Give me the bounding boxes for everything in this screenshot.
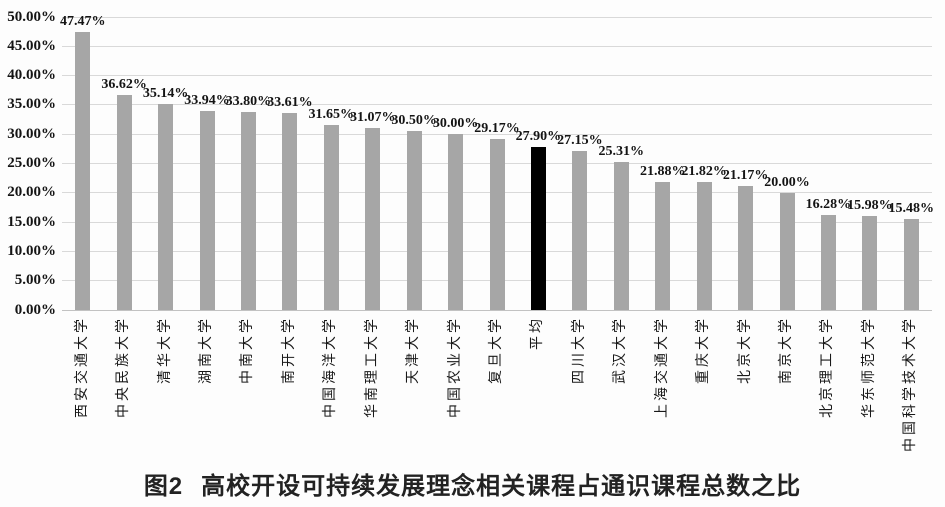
figure-caption: 图2 高校开设可持续发展理念相关课程占通识课程总数之比 — [0, 466, 945, 501]
value-label: 30.00% — [432, 116, 479, 132]
gridline — [62, 104, 932, 106]
bar — [696, 182, 712, 310]
value-label: 33.94% — [184, 93, 230, 109]
y-tick-label: 20.00% — [7, 184, 56, 201]
y-tick-label: 25.00% — [7, 155, 56, 171]
bar-average — [530, 146, 546, 310]
gridline — [62, 75, 932, 77]
bar — [903, 219, 919, 310]
x-category-label: 天津大学 — [406, 316, 422, 384]
value-label: 21.88% — [639, 163, 686, 179]
x-category-label: 华南理工大学 — [364, 316, 380, 418]
x-category-label: 中国农业大学 — [447, 316, 463, 418]
bar — [572, 150, 588, 310]
x-category-label: 清华大学 — [157, 316, 173, 384]
y-tick-label: 40.00% — [7, 67, 56, 84]
y-tick-label: 50.00% — [7, 8, 56, 25]
y-tick-label: 35.00% — [7, 96, 56, 113]
x-category-label: 中南大学 — [240, 316, 256, 384]
y-tick-label: 15.00% — [7, 213, 56, 230]
y-tick-label: 5.00% — [14, 272, 56, 289]
x-category-label: 华东师范大学 — [861, 316, 877, 418]
bar — [365, 127, 381, 310]
x-category-label: 上海交通大学 — [654, 316, 670, 418]
value-label: 15.48% — [888, 201, 935, 217]
value-label: 21.82% — [681, 164, 727, 180]
bar — [820, 214, 836, 310]
bar — [199, 111, 215, 310]
value-label: 36.62% — [101, 77, 147, 93]
value-label: 15.98% — [847, 198, 893, 214]
y-tick-label: 0.00% — [14, 301, 56, 318]
x-category-label: 西安交通大学 — [74, 316, 90, 418]
figure-title: 高校开设可持续发展理念相关课程占通识课程总数之比 — [201, 473, 802, 500]
x-category-label: 湖南大学 — [199, 316, 214, 384]
bar — [862, 216, 878, 310]
x-category-label: 中国海洋大学 — [323, 316, 339, 418]
value-label: 33.80% — [225, 93, 272, 109]
y-tick-label: 45.00% — [7, 37, 56, 54]
x-category-label: 武汉大学 — [613, 316, 629, 384]
bar — [489, 139, 505, 310]
bar — [282, 113, 298, 310]
bar — [406, 131, 422, 310]
x-category-label: 南京大学 — [779, 316, 794, 384]
bar — [158, 104, 174, 310]
value-label: 30.50% — [391, 113, 437, 129]
x-category-label: 平均 — [530, 316, 546, 350]
bar — [779, 192, 795, 310]
bar — [116, 95, 132, 310]
x-category-label: 中央民族大学 — [116, 316, 132, 418]
bar — [655, 181, 671, 310]
bar — [448, 134, 464, 310]
x-category-label: 四川大学 — [571, 316, 587, 384]
value-label: 31.65% — [308, 106, 355, 122]
bar — [75, 31, 91, 310]
gridline — [62, 16, 932, 18]
value-label: 16.28% — [805, 196, 852, 212]
bar — [323, 124, 339, 310]
value-label: 25.31% — [598, 143, 645, 159]
bar — [240, 111, 256, 310]
value-label: 27.15% — [557, 132, 603, 148]
value-label: 27.90% — [515, 128, 562, 144]
x-category-label: 北京大学 — [737, 316, 753, 384]
value-label: 35.14% — [142, 86, 189, 102]
gridline — [62, 45, 932, 47]
value-label: 29.17% — [474, 121, 520, 137]
value-label: 21.17% — [722, 167, 769, 183]
y-tick-label: 10.00% — [7, 242, 56, 259]
x-category-label: 南开大学 — [281, 316, 297, 384]
x-category-label: 中国科学技术大学 — [903, 316, 919, 452]
bar — [738, 185, 754, 310]
y-tick-label: 30.00% — [7, 125, 56, 142]
figure-number: 图2 — [143, 473, 184, 500]
x-category-label: 重庆大学 — [696, 316, 712, 384]
value-label: 33.61% — [267, 95, 313, 111]
gridline — [62, 309, 932, 311]
x-category-label: 复旦大学 — [489, 316, 504, 384]
x-category-label: 北京理工大学 — [820, 316, 836, 418]
gridline — [62, 133, 932, 135]
value-label: 31.07% — [349, 109, 396, 125]
bar — [613, 161, 629, 310]
value-label: 20.00% — [764, 174, 810, 190]
value-label: 47.47% — [59, 13, 106, 29]
